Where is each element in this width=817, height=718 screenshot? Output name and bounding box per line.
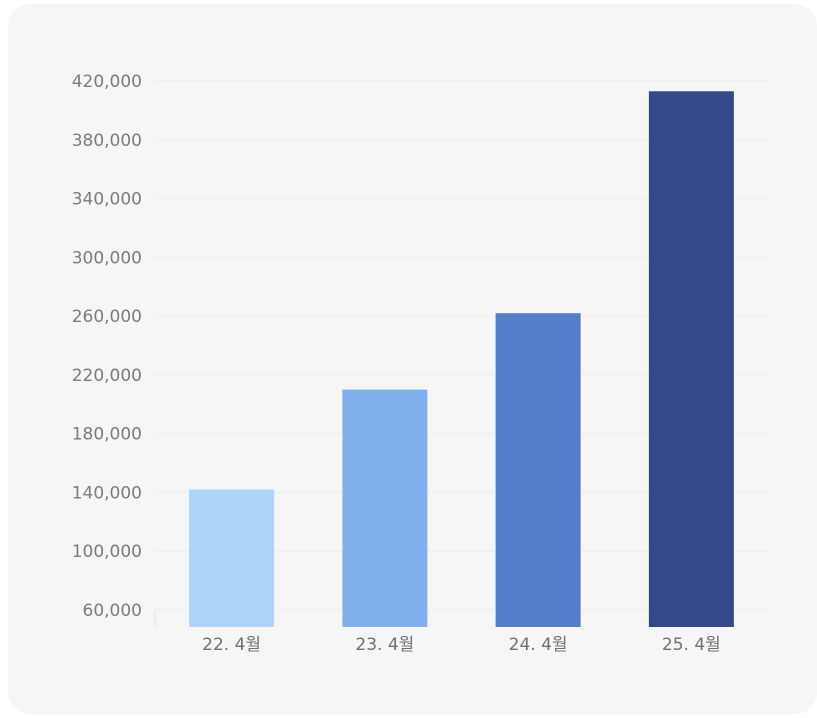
y-tick-label: 140,000	[72, 483, 142, 503]
x-category-label: 23. 4월	[355, 635, 414, 655]
y-tick-label: 100,000	[72, 542, 142, 562]
bar[interactable]	[342, 389, 428, 627]
y-tick-label: 260,000	[72, 307, 142, 327]
bar[interactable]	[648, 91, 734, 627]
y-tick-label: 300,000	[72, 248, 142, 268]
x-category-label: 24. 4월	[509, 635, 568, 655]
x-axis-category-labels: 22. 4월 23. 4월 24. 4월 25. 4월	[202, 635, 721, 655]
bar[interactable]	[495, 313, 581, 627]
x-category-label: 25. 4월	[662, 635, 721, 655]
bars	[189, 91, 734, 627]
y-tick-label: 180,000	[72, 425, 142, 445]
y-tick-label: 380,000	[72, 131, 142, 151]
y-tick-label: 340,000	[72, 190, 142, 210]
y-tick-label: 420,000	[72, 72, 142, 92]
x-category-label: 22. 4월	[202, 635, 261, 655]
y-tick-label: 220,000	[72, 366, 142, 386]
bar[interactable]	[189, 489, 275, 627]
y-axis-tick-labels: 420,000 380,000 340,000 300,000 260,000 220,0…	[72, 72, 142, 621]
y-tick-label: 60,000	[83, 601, 142, 621]
